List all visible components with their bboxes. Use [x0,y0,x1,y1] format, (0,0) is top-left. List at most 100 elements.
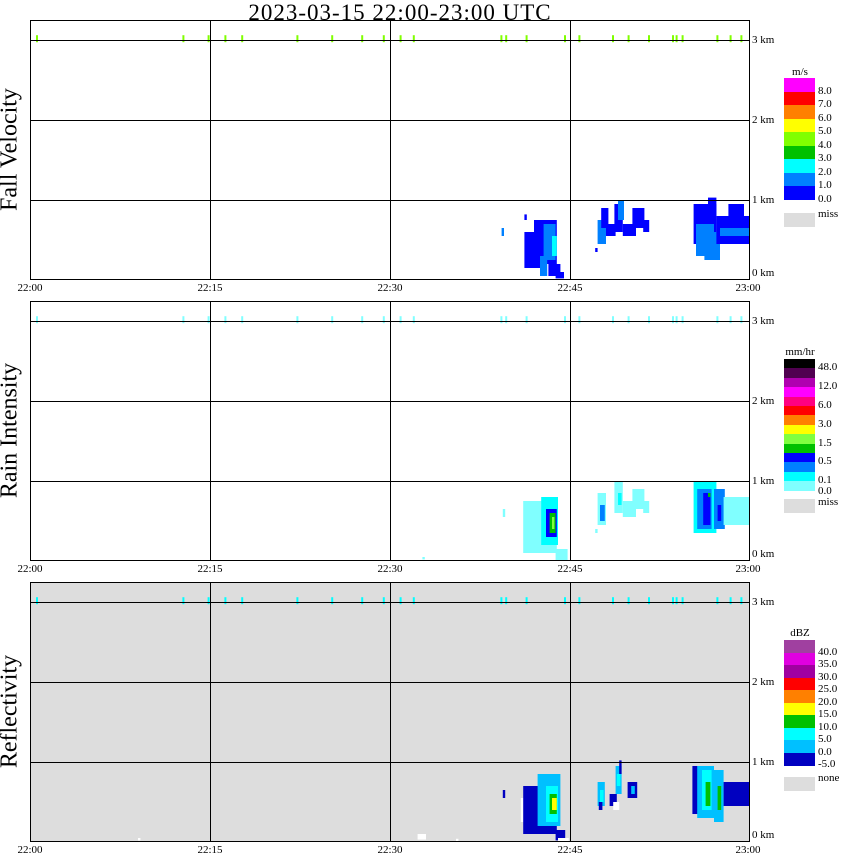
legend-missing-box [784,499,815,513]
legend-missing-label: miss [818,208,839,220]
legend-color-band [784,132,815,146]
legend-label: 5.0 [818,125,832,137]
legend-label: 8.0 [818,84,832,97]
artifact-cell [740,35,743,43]
echo-cell [552,236,557,256]
artifact-cell [525,35,528,43]
y-axis-title: Rain Intensity [0,362,23,499]
artifact-cell [36,597,38,605]
legend-color-band [784,640,815,653]
artifact-cell [672,597,674,605]
artifact-cell [578,316,581,324]
heatmap-svg [30,301,750,561]
x-tick-label: 22:30 [377,282,403,294]
echo-cell [703,493,711,525]
echo-cell [618,200,624,220]
echo-cell [717,505,722,521]
artifact-cell [182,597,185,605]
echo-cell [734,786,750,798]
legend-color-band [784,118,815,133]
echo-cell [723,497,750,525]
y-tick-label: 3 km [752,315,775,327]
legend-label: 20.0 [818,695,838,708]
artifact-cell [648,597,650,605]
x-tick-label: 23:00 [735,844,761,856]
echo-cell [138,838,141,841]
artifact-cell [525,597,528,605]
artifact-cell [382,597,385,605]
legend-label: 40.0 [818,645,838,658]
legend-color-band [784,443,815,454]
y-tick-label: 1 km [752,475,775,487]
artifact-cell [612,35,614,43]
x-tick-label: 22:30 [377,563,403,575]
artifact-cell [681,35,684,43]
artifact-cell [224,597,227,605]
echo-cell [708,197,717,216]
legend-color-band [784,159,815,173]
plot-frame [30,301,750,561]
artifact-cell [296,597,299,605]
legend-label: 30.0 [818,670,838,683]
echo-cell [643,501,650,513]
artifact-cell [627,35,630,43]
legend-label: 0.1 [818,474,832,487]
artifact-cell [399,597,402,605]
artifact-cell [331,316,334,324]
legend-label: 3.0 [818,152,832,164]
artifact-cell [627,316,630,324]
echo-cell [422,557,425,560]
x-tick-label: 22:00 [17,844,43,856]
echo-cell [728,204,744,220]
artifact-cell [361,316,364,324]
legend-label: 2.0 [818,165,832,178]
legend-unit: m/s [792,66,808,78]
artifact-cell [412,316,415,324]
legend-label: 5.0 [818,733,832,745]
artifact-cell [729,316,732,324]
echo-cell [595,529,598,533]
echo-cell [502,509,506,517]
legend-label: 1.0 [818,179,832,191]
artifact-cell [182,35,185,43]
legend-label: 6.0 [818,111,832,124]
echo-cell [502,790,506,798]
legend-color-band [784,727,815,741]
echo-cell [609,794,617,806]
legend-label: 0.0 [818,485,832,498]
legend-label: 3.0 [818,417,832,430]
legend-label: 6.0 [818,399,832,411]
echo-cell [632,208,645,228]
artifact-cell [681,597,684,605]
artifact-cell [207,316,210,324]
legend-color-band [784,652,815,666]
artifact-cell [382,35,385,43]
artifact-cell [331,35,334,43]
artifact-cell [675,35,678,43]
artifact-cell [296,35,299,43]
x-tick-label: 22:15 [197,563,223,575]
echo-cell [520,798,526,822]
legend-color-band [784,715,815,728]
artifact-cell [578,35,581,43]
echo-cell [595,248,598,252]
artifact-cell [224,35,227,43]
x-tick-label: 22:15 [197,282,223,294]
echo-cell [555,830,566,841]
artifact-cell [681,316,684,324]
legend-color-band [784,359,815,369]
y-axis-title: Reflectivity [0,654,23,769]
artifact-cell [412,35,415,43]
echo-cell [552,798,557,810]
legend-color-band [784,368,815,379]
artifact-cell [578,597,581,605]
echo-cell [552,517,555,529]
legend-color-band [784,462,815,473]
artifact-cell [612,316,614,324]
legend-unit: mm/hr [785,346,815,358]
legend-color-band [784,665,815,678]
legend-color-band [784,105,815,119]
artifact-cell [564,35,566,43]
artifact-cell [361,597,364,605]
legend-label: 15.0 [818,708,838,720]
